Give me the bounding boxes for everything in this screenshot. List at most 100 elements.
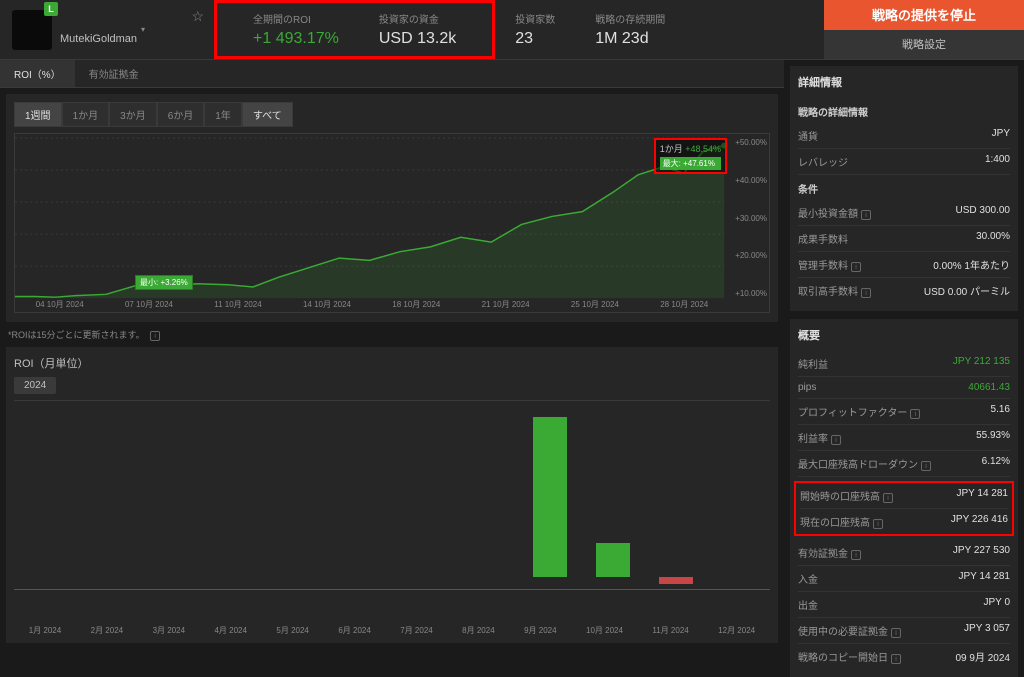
stats-group: 投資家数 23 戦略の存続期間 1M 23d [495,0,824,59]
profile-block: L MutekiGoldman ▾ ☆ [0,0,214,59]
range-btn-0[interactable]: 1週間 [14,102,62,127]
line-chart-panel: 1週間1か月3か月6か月1年すべて +50.00%+40.00%+30.00%+… [6,94,778,322]
range-btn-3[interactable]: 6か月 [157,102,205,127]
tooltip-min: 最小: +3.26% [135,275,193,290]
chart-footnote: *ROIは15分ごとに更新されます。 i [8,328,776,341]
conditions-header: 条件 [798,175,1010,200]
row-copy-start: 戦略のコピー開始日i09 9月 2024 [798,644,1010,669]
stat-funds-value: USD 13.2k [379,30,456,48]
bar-slot [407,401,441,623]
info-icon[interactable]: i [910,409,920,419]
monthly-roi-panel: ROI（月単位） 2024 1月 20242月 20243月 20244月 20… [6,347,778,643]
info-icon[interactable]: i [831,435,841,445]
info-icon[interactable]: i [851,262,861,272]
stat-duration-value: 1M 23d [595,30,665,48]
row-max-dd: 最大口座残高ドローダウンi6.12% [798,451,1010,477]
left-column: ROI（%） 有効証拠金 1週間1か月3か月6か月1年すべて +50.00%+4… [0,60,784,637]
stop-strategy-button[interactable]: 戦略の提供を停止 [824,0,1024,30]
range-btn-4[interactable]: 1年 [204,102,242,127]
top-bar: L MutekiGoldman ▾ ☆ 全期間のROI +1 493.17% 投… [0,0,1024,60]
range-btn-1[interactable]: 1か月 [62,102,110,127]
stat-roi: 全期間のROI +1 493.17% [233,7,359,52]
strategy-details-header: 戦略の詳細情報 [798,98,1010,123]
highlighted-balance-box: 開始時の口座残高iJPY 14 281 現在の口座残高iJPY 226 416 [794,481,1014,536]
range-btn-2[interactable]: 3か月 [109,102,157,127]
stat-duration-label: 戦略の存続期間 [595,11,665,26]
range-btn-5[interactable]: すべて [242,102,293,127]
bar-slot [29,401,63,623]
stat-funds-label: 投資家の資金 [379,11,456,26]
avatar-badge: L [44,2,58,16]
row-currency: 通貨JPY [798,123,1010,149]
stat-investors: 投資家数 23 [495,0,575,59]
stat-investors-label: 投資家数 [515,11,555,26]
bar-slot [155,401,189,623]
row-pips: pips40661.43 [798,377,1010,399]
bar-slot [596,401,630,623]
row-deposit: 入金JPY 14 281 [798,566,1010,592]
bar-slot [533,401,567,623]
row-mgmt-fee: 管理手数料i0.00% 1年あたり [798,252,1010,278]
bar[interactable] [533,417,567,577]
tab-roi[interactable]: ROI（%） [0,60,75,87]
main: ROI（%） 有効証拠金 1週間1か月3か月6か月1年すべて +50.00%+4… [0,60,1024,637]
y-axis-labels: +50.00%+40.00%+30.00%+20.00%+10.00% [735,134,767,312]
bar-slot [218,401,252,623]
info-icon[interactable]: i [873,519,883,529]
star-icon[interactable]: ☆ [191,8,204,25]
username[interactable]: MutekiGoldman [60,33,137,45]
bar[interactable] [596,543,630,577]
bar-slot [281,401,315,623]
year-selector[interactable]: 2024 [14,377,56,394]
bar-chart[interactable]: 1月 20242月 20243月 20244月 20245月 20246月 20… [14,400,770,636]
stat-investors-value: 23 [515,30,555,48]
stat-duration: 戦略の存続期間 1M 23d [575,0,685,59]
bar-slot [659,401,693,623]
info-icon[interactable]: i [921,461,931,471]
range-buttons: 1週間1か月3か月6か月1年すべて [14,102,770,127]
info-icon[interactable]: i [883,493,893,503]
right-column: 詳細情報 戦略の詳細情報 通貨JPY レバレッジ1:400 条件 最小投資金額i… [784,60,1024,637]
monthly-title: ROI（月単位） [14,355,770,371]
line-chart-area[interactable]: +50.00%+40.00%+30.00%+20.00%+10.00% 04 1… [14,133,770,313]
tab-margin[interactable]: 有効証拠金 [75,60,153,87]
row-margin: 有効証拠金iJPY 227 530 [798,540,1010,566]
stat-funds: 投資家の資金 USD 13.2k [359,7,476,52]
highlighted-stats: 全期間のROI +1 493.17% 投資家の資金 USD 13.2k [214,0,495,59]
row-leverage: レバレッジ1:400 [798,149,1010,175]
tooltip-header: 1か月 [660,144,683,154]
tooltip-header-val: +48.54% [685,144,721,154]
footnote-text: *ROIは15分ごとに更新されます。 [8,330,145,340]
row-min-investment: 最小投資金額iUSD 300.00 [798,200,1010,226]
row-withdrawal: 出金JPY 0 [798,592,1010,618]
action-column: 戦略の提供を停止 戦略設定 [824,0,1024,59]
overview-title: 概要 [798,327,1010,343]
row-win-rate: 利益率i55.93% [798,425,1010,451]
x-axis-labels: 04 10月 202407 10月 202411 10月 202414 10月 … [15,299,729,310]
bar-slot [344,401,378,623]
bar[interactable] [659,577,693,584]
bar-slot [470,401,504,623]
stat-roi-label: 全期間のROI [253,11,339,26]
info-icon[interactable]: i [861,210,871,220]
bar-x-labels: 1月 20242月 20243月 20244月 20245月 20246月 20… [14,625,770,636]
chevron-down-icon[interactable]: ▾ [141,25,145,34]
tooltip-max: 最大: +47.61% [660,157,721,170]
info-icon[interactable]: i [891,654,901,664]
row-start-balance: 開始時の口座残高iJPY 14 281 [800,483,1008,509]
overview-section: 概要 純利益JPY 212 135 pips40661.43 プロフィットファク… [790,319,1018,677]
info-icon[interactable]: i [150,331,160,341]
row-current-balance: 現在の口座残高iJPY 226 416 [800,509,1008,534]
details-section: 詳細情報 戦略の詳細情報 通貨JPY レバレッジ1:400 条件 最小投資金額i… [790,66,1018,311]
info-icon[interactable]: i [861,288,871,298]
chart-tabs: ROI（%） 有効証拠金 [0,60,784,88]
strategy-settings-button[interactable]: 戦略設定 [824,30,1024,60]
row-req-margin: 使用中の必要証拠金iJPY 3 057 [798,618,1010,644]
chart-tooltip-box: 1か月 +48.54% 最大: +47.61% [654,138,727,174]
bar-row [14,401,770,623]
stat-roi-value: +1 493.17% [253,30,339,48]
row-profit-factor: プロフィットファクターi5.16 [798,399,1010,425]
bar-slot [722,401,756,623]
info-icon[interactable]: i [851,550,861,560]
details-title: 詳細情報 [798,74,1010,90]
